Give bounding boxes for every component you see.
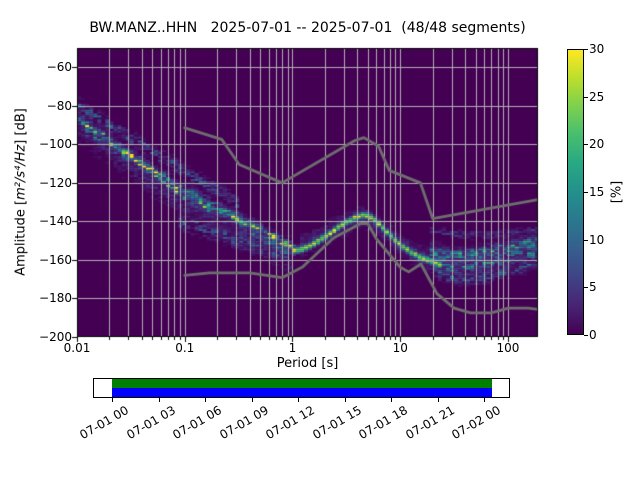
colorbar-tick-label: 20 — [589, 137, 605, 152]
y-axis-label-text: Amplitude [ — [13, 199, 29, 276]
timeline-tickmark — [298, 398, 299, 402]
colorbar-tick-label: 25 — [589, 89, 605, 104]
colorbar-tickmark — [584, 49, 588, 50]
colorbar-tickmark — [584, 144, 588, 145]
y-axis-label: Amplitude [m²/s⁴/Hz] [dB] — [14, 108, 29, 276]
timeline-tickmark — [112, 398, 113, 402]
colorbar-tick-label: 30 — [589, 42, 605, 56]
timeline-tickmark — [391, 398, 392, 402]
colorbar-tickmark — [584, 335, 588, 336]
x-tick-label: 0.01 — [63, 341, 91, 355]
timeline-data-bar-blue — [112, 388, 492, 397]
colorbar-tick-label: 0 — [589, 328, 597, 342]
colorbar-tickmark — [584, 287, 588, 288]
y-axis-label-suffix: ] [dB] — [13, 108, 29, 145]
x-axis-label: Period [s] — [276, 356, 339, 371]
y-tick-label: −160 — [39, 252, 72, 267]
x-tick-label: 0.1 — [175, 341, 195, 355]
timeline-tickmark — [345, 398, 346, 402]
timeline-tickmark — [484, 398, 485, 402]
x-tick-label: 100 — [496, 341, 520, 355]
colorbar-tickmark — [584, 240, 588, 241]
colorbar-tick-label: 5 — [589, 280, 597, 295]
timeline-processed-bar-green — [112, 379, 492, 388]
timeline-tickmark — [252, 398, 253, 402]
colorbar-tick-label: 10 — [589, 232, 605, 247]
y-tick-label: −120 — [39, 175, 72, 190]
y-tick-label: −60 — [46, 60, 72, 75]
colorbar — [567, 49, 584, 335]
timeline-tickmark — [205, 398, 206, 402]
colorbar-tick-label: 15 — [589, 185, 605, 199]
y-tick-label: −140 — [39, 214, 72, 229]
x-tick-label: 10 — [392, 341, 408, 355]
timeline-tickmark — [159, 398, 160, 402]
plot-title: BW.MANZ..HHN 2025-07-01 -- 2025-07-01 (4… — [89, 20, 526, 36]
colorbar-tickmark — [584, 192, 588, 193]
x-tick-label: 1 — [288, 341, 297, 355]
colorbar-tickmark — [584, 97, 588, 98]
y-axis-label-units: m²/s⁴/Hz — [13, 144, 29, 200]
y-tick-label: −180 — [39, 291, 72, 306]
y-tick-label: −80 — [46, 98, 72, 113]
y-tick-label: −200 — [39, 330, 72, 344]
timeline-tickmark — [438, 398, 439, 402]
y-tick-label: −100 — [39, 137, 72, 152]
